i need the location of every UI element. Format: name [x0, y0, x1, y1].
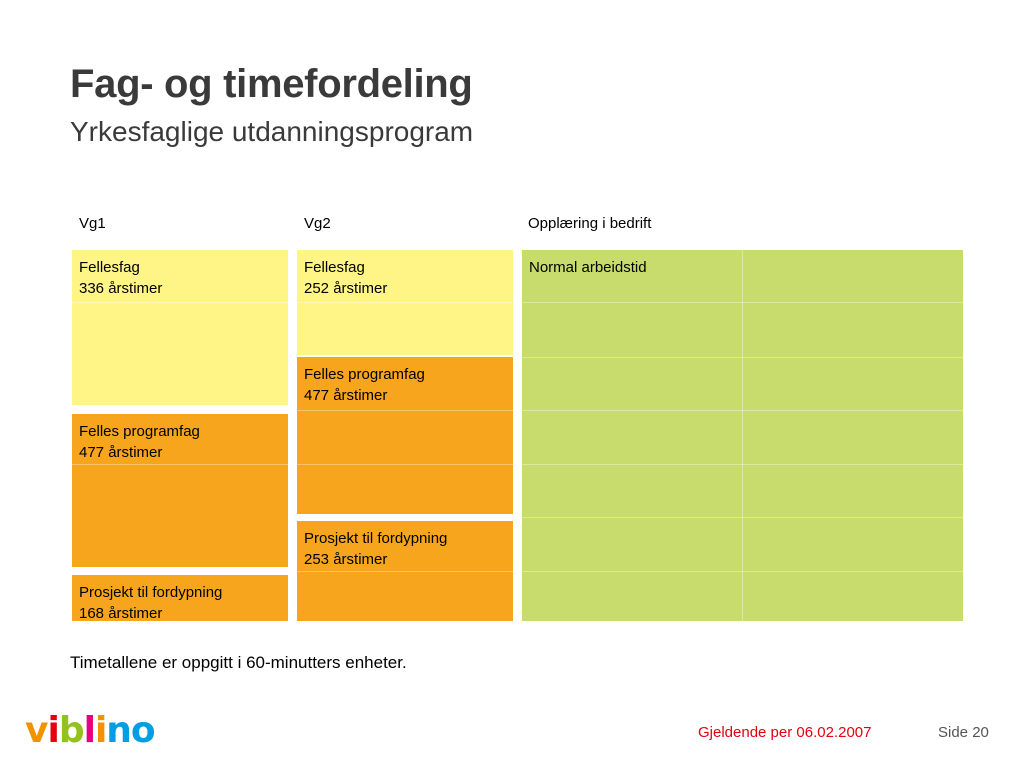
vg1-prosjekt-hours: 168 årstimer: [79, 605, 163, 622]
vg1-programfag-name: Felles programfag: [79, 423, 200, 440]
vg1-fellesfag-name: Fellesfag: [79, 259, 140, 276]
footer-page-number: Side 20: [938, 724, 989, 741]
column-header-vg1: Vg1: [79, 215, 106, 232]
vg1-programfag-block: Felles programfag 477 årstimer: [72, 414, 288, 567]
vg1-fellesfag-hours: 336 årstimer: [79, 280, 163, 297]
logo-letter: b: [58, 710, 85, 751]
logo-letter: l: [83, 710, 96, 751]
vg2-programfag-hours: 477 årstimer: [304, 387, 388, 404]
logo-letter: i: [94, 710, 107, 751]
slide-title: Fag- og timefordeling: [70, 62, 473, 106]
column-header-vg2: Vg2: [304, 215, 331, 232]
logo-letter: o: [130, 710, 156, 751]
slide-subtitle: Yrkesfaglige utdanningsprogram: [70, 116, 474, 147]
vg2-fellesfag-name: Fellesfag: [304, 259, 365, 276]
vg2-programfag-block: Felles programfag 477 årstimer: [297, 357, 513, 514]
vg1-programfag-hours: 477 årstimer: [79, 444, 163, 461]
logo-letter: n: [106, 710, 132, 751]
vg2-prosjekt-block: Prosjekt til fordypning 253 årstimer: [297, 521, 513, 621]
vg2-fellesfag-hours: 252 årstimer: [304, 280, 388, 297]
bedrift-label: Normal arbeidstid: [529, 259, 647, 276]
viblino-logo: viblino: [25, 709, 156, 753]
bedrift-block: Normal arbeidstid: [522, 250, 963, 621]
vg1-prosjekt-name: Prosjekt til fordypning: [79, 584, 223, 601]
column-header-bedrift: Opplæring i bedrift: [528, 215, 652, 232]
footer-date: Gjeldende per 06.02.2007: [698, 724, 872, 741]
vg2-fellesfag-block: Fellesfag 252 årstimer: [297, 250, 513, 355]
logo-letter: i: [47, 710, 59, 751]
vg1-prosjekt-block: Prosjekt til fordypning 168 årstimer: [72, 575, 288, 622]
vg2-prosjekt-name: Prosjekt til fordypning: [304, 530, 448, 547]
logo-letter: v: [25, 710, 48, 751]
footnote: Timetallene er oppgitt i 60-minutters en…: [70, 653, 407, 672]
vg2-prosjekt-hours: 253 årstimer: [304, 551, 388, 568]
vg2-programfag-name: Felles programfag: [304, 366, 425, 383]
vg1-fellesfag-block: Fellesfag 336 årstimer: [72, 250, 288, 405]
